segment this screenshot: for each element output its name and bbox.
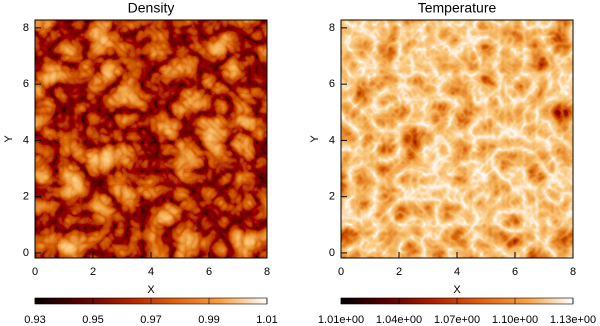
colorbar-tick-label: 1.01e+00 xyxy=(318,314,364,326)
y-axis-label: Y xyxy=(309,135,321,143)
x-tick-label: 0 xyxy=(32,266,38,278)
y-tick-label: 0 xyxy=(23,247,29,259)
y-tick-label: 6 xyxy=(329,78,335,90)
heatmap-image xyxy=(35,20,267,258)
colorbar-tick-label: 1.04e+00 xyxy=(376,314,422,326)
x-tick-label: 4 xyxy=(148,266,154,278)
heatmap-image xyxy=(341,20,573,258)
y-tick-label: 8 xyxy=(329,22,335,34)
x-axis-label: X xyxy=(453,284,461,296)
x-axis-label: X xyxy=(147,284,155,296)
x-tick-label: 8 xyxy=(570,266,576,278)
y-tick-label: 4 xyxy=(329,134,335,146)
colorbar-tick-label: 0.97 xyxy=(140,314,161,326)
y-tick-label: 2 xyxy=(23,191,29,203)
colorbar-tick-label: 1.13e+00 xyxy=(550,314,596,326)
x-tick-label: 4 xyxy=(454,266,460,278)
panel-title: Density xyxy=(128,0,175,16)
x-tick-label: 0 xyxy=(338,266,344,278)
x-tick-label: 6 xyxy=(512,266,518,278)
x-tick-label: 6 xyxy=(206,266,212,278)
y-tick-label: 4 xyxy=(23,134,29,146)
colorbar-tick-label: 1.01 xyxy=(256,314,277,326)
panel-title: Temperature xyxy=(418,0,497,16)
x-tick-label: 2 xyxy=(90,266,96,278)
x-tick-label: 2 xyxy=(396,266,402,278)
x-tick-label: 8 xyxy=(264,266,270,278)
y-tick-label: 8 xyxy=(23,22,29,34)
colorbar-tick-label: 0.95 xyxy=(82,314,103,326)
y-tick-label: 2 xyxy=(329,191,335,203)
y-tick-label: 6 xyxy=(23,78,29,90)
y-axis-label: Y xyxy=(3,135,15,143)
colorbar-tick-label: 1.07e+00 xyxy=(434,314,480,326)
colorbar-tick-label: 1.10e+00 xyxy=(492,314,538,326)
colorbar-tick-label: 0.99 xyxy=(198,314,219,326)
y-tick-label: 0 xyxy=(329,247,335,259)
colorbar-tick-label: 0.93 xyxy=(24,314,45,326)
